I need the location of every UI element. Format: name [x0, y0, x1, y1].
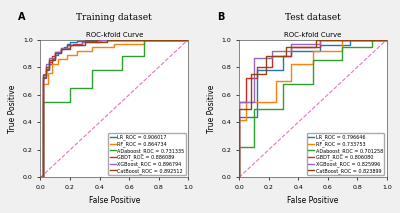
Y-axis label: True Positive: True Positive — [207, 84, 216, 133]
Legend: LR_ROC = 0.796646, RF_ROC = 0.733753, ADaboost_ROC = 0.701258, GBDT_ROC = 0.8060: LR_ROC = 0.796646, RF_ROC = 0.733753, AD… — [307, 133, 384, 175]
X-axis label: False Positive: False Positive — [287, 196, 338, 205]
Text: Test dataset: Test dataset — [285, 13, 341, 22]
Title: ROC-kfold Curve: ROC-kfold Curve — [86, 32, 143, 38]
Legend: LR_ROC = 0.906017, RF_ROC = 0.864734, ADaboost_ROC = 0.731335, GBDT_ROC = 0.8860: LR_ROC = 0.906017, RF_ROC = 0.864734, AD… — [108, 133, 186, 175]
Title: ROC-kfold Curve: ROC-kfold Curve — [284, 32, 342, 38]
Text: A: A — [18, 12, 26, 22]
Text: Training dataset: Training dataset — [76, 13, 152, 22]
Text: B: B — [217, 12, 224, 22]
X-axis label: False Positive: False Positive — [89, 196, 140, 205]
Y-axis label: True Positive: True Positive — [8, 84, 17, 133]
